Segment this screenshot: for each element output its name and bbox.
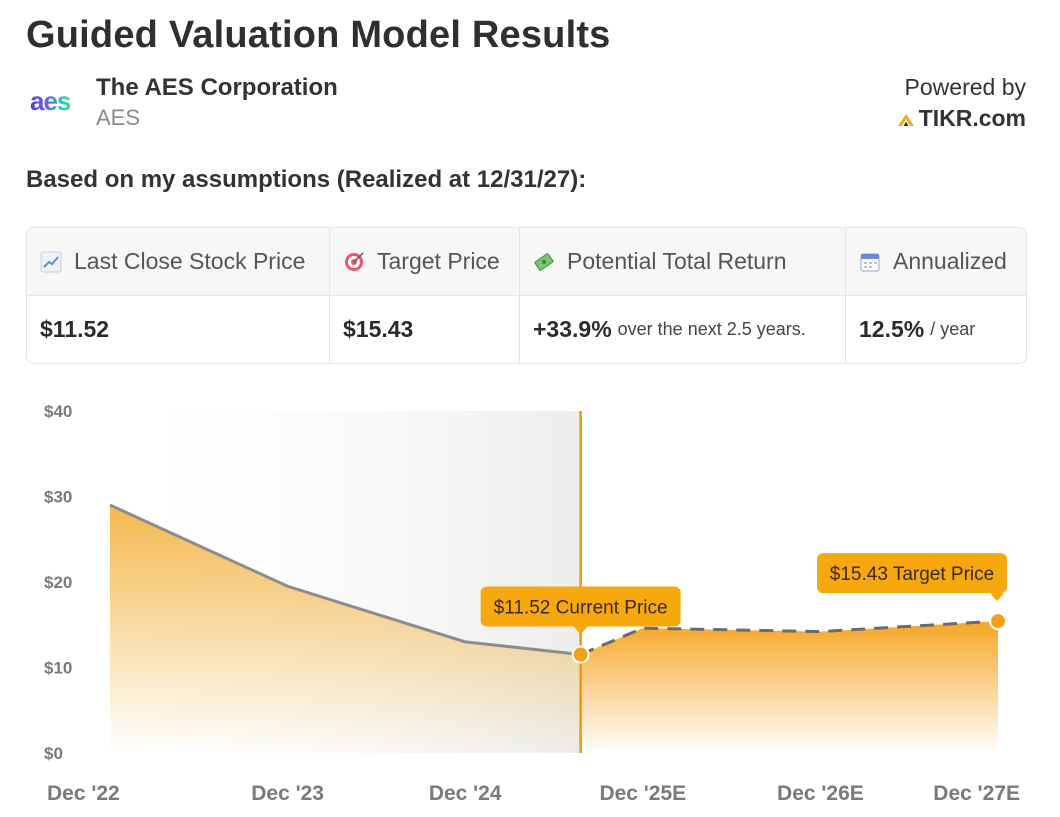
x-tick-label: Dec '23 <box>251 782 324 805</box>
value-potential-return: +33.9% over the next 2.5 years. <box>520 296 846 363</box>
assumptions-subtitle: Based on my assumptions (Realized at 12/… <box>26 166 587 193</box>
y-tick-label: $40 <box>44 402 72 421</box>
x-tick-label: Dec '27E <box>933 782 1020 805</box>
value-text: $11.52 <box>40 316 110 342</box>
header-potential-return: Potential Total Return <box>520 228 846 296</box>
tikr-brand-label: TIKR.com <box>918 105 1026 131</box>
chart-increasing-icon <box>40 251 62 272</box>
page-title: Guided Valuation Model Results <box>26 14 611 56</box>
header-label: Last Close Stock Price <box>74 248 306 274</box>
current-price-callout-box <box>480 586 681 627</box>
x-tick-label: Dec '26E <box>777 782 864 805</box>
annotations: $11.52 Current Price $15.43 Target Price <box>480 553 1007 664</box>
value-text: +33.9% <box>533 316 612 342</box>
x-tick-label: Dec '25E <box>599 782 686 805</box>
value-annualized: 12.5% / year <box>846 296 1026 363</box>
ticker-symbol: AES <box>96 105 141 130</box>
header-label: Target Price <box>377 248 500 274</box>
x-tick-label: Dec '24 <box>429 782 502 805</box>
current-price-callout-pointer <box>573 626 588 635</box>
value-suffix: / year <box>930 319 976 339</box>
y-tick-label: $10 <box>44 659 72 678</box>
y-tick-label: $20 <box>44 573 72 592</box>
target-price-callout-point <box>989 612 1007 631</box>
forecast-area <box>580 621 998 753</box>
header-label: Annualized <box>893 248 1007 274</box>
value-target-price: $15.43 <box>330 296 520 363</box>
valuation-summary-table: Last Close Stock Price Target Price Pote… <box>26 227 1027 364</box>
value-suffix: over the next 2.5 years. <box>617 319 806 339</box>
header-last-close: Last Close Stock Price <box>27 228 330 296</box>
target-price-callout-label: $15.43 Target Price <box>830 564 994 585</box>
series-lines <box>109 411 999 753</box>
header-label: Potential Total Return <box>567 248 787 274</box>
calendar-icon <box>860 253 880 271</box>
y-tick-label: $0 <box>44 744 63 763</box>
value-text: $15.43 <box>343 316 414 342</box>
target-price-callout-box <box>817 553 1007 594</box>
header-target-price: Target Price <box>330 228 520 296</box>
forecast-line <box>580 619 999 656</box>
axes: $0 $10 $20 $30 $40 Dec '22 Dec '23 Dec '24 Dec '… <box>44 402 1020 805</box>
price-chart: $0 $10 $20 $30 $40 Dec '22 Dec '23 Dec '24 Dec '… <box>44 402 1020 805</box>
target-price-callout: $15.43 Target Price <box>817 553 1007 631</box>
tikr-logo-icon <box>897 114 914 126</box>
current-price-callout-label: $11.52 Current Price <box>494 598 668 619</box>
company-logo: aes <box>30 86 71 116</box>
value-text: 12.5% <box>859 316 925 342</box>
powered-by: Powered by TIKR.com <box>897 74 1026 132</box>
powered-by-label: Powered by <box>904 74 1026 100</box>
x-tick-label: Dec '22 <box>47 782 120 805</box>
historical-line <box>109 503 581 656</box>
company-header: aes The AES Corporation AES Powered by T… <box>26 72 1026 132</box>
company-name: The AES Corporation <box>96 74 338 101</box>
header-annualized: Annualized <box>846 228 1026 296</box>
y-tick-label: $30 <box>44 488 72 507</box>
historical-area <box>110 505 581 753</box>
tikr-brand[interactable]: TIKR.com <box>897 105 1026 132</box>
current-price-callout: $11.52 Current Price <box>480 586 681 664</box>
area-fills <box>110 505 998 753</box>
current-price-callout-point <box>571 645 590 664</box>
money-with-wings-icon <box>534 252 554 271</box>
target-price-callout-pointer <box>990 593 1004 602</box>
target-icon <box>345 251 364 271</box>
value-last-close: $11.52 <box>27 296 330 363</box>
